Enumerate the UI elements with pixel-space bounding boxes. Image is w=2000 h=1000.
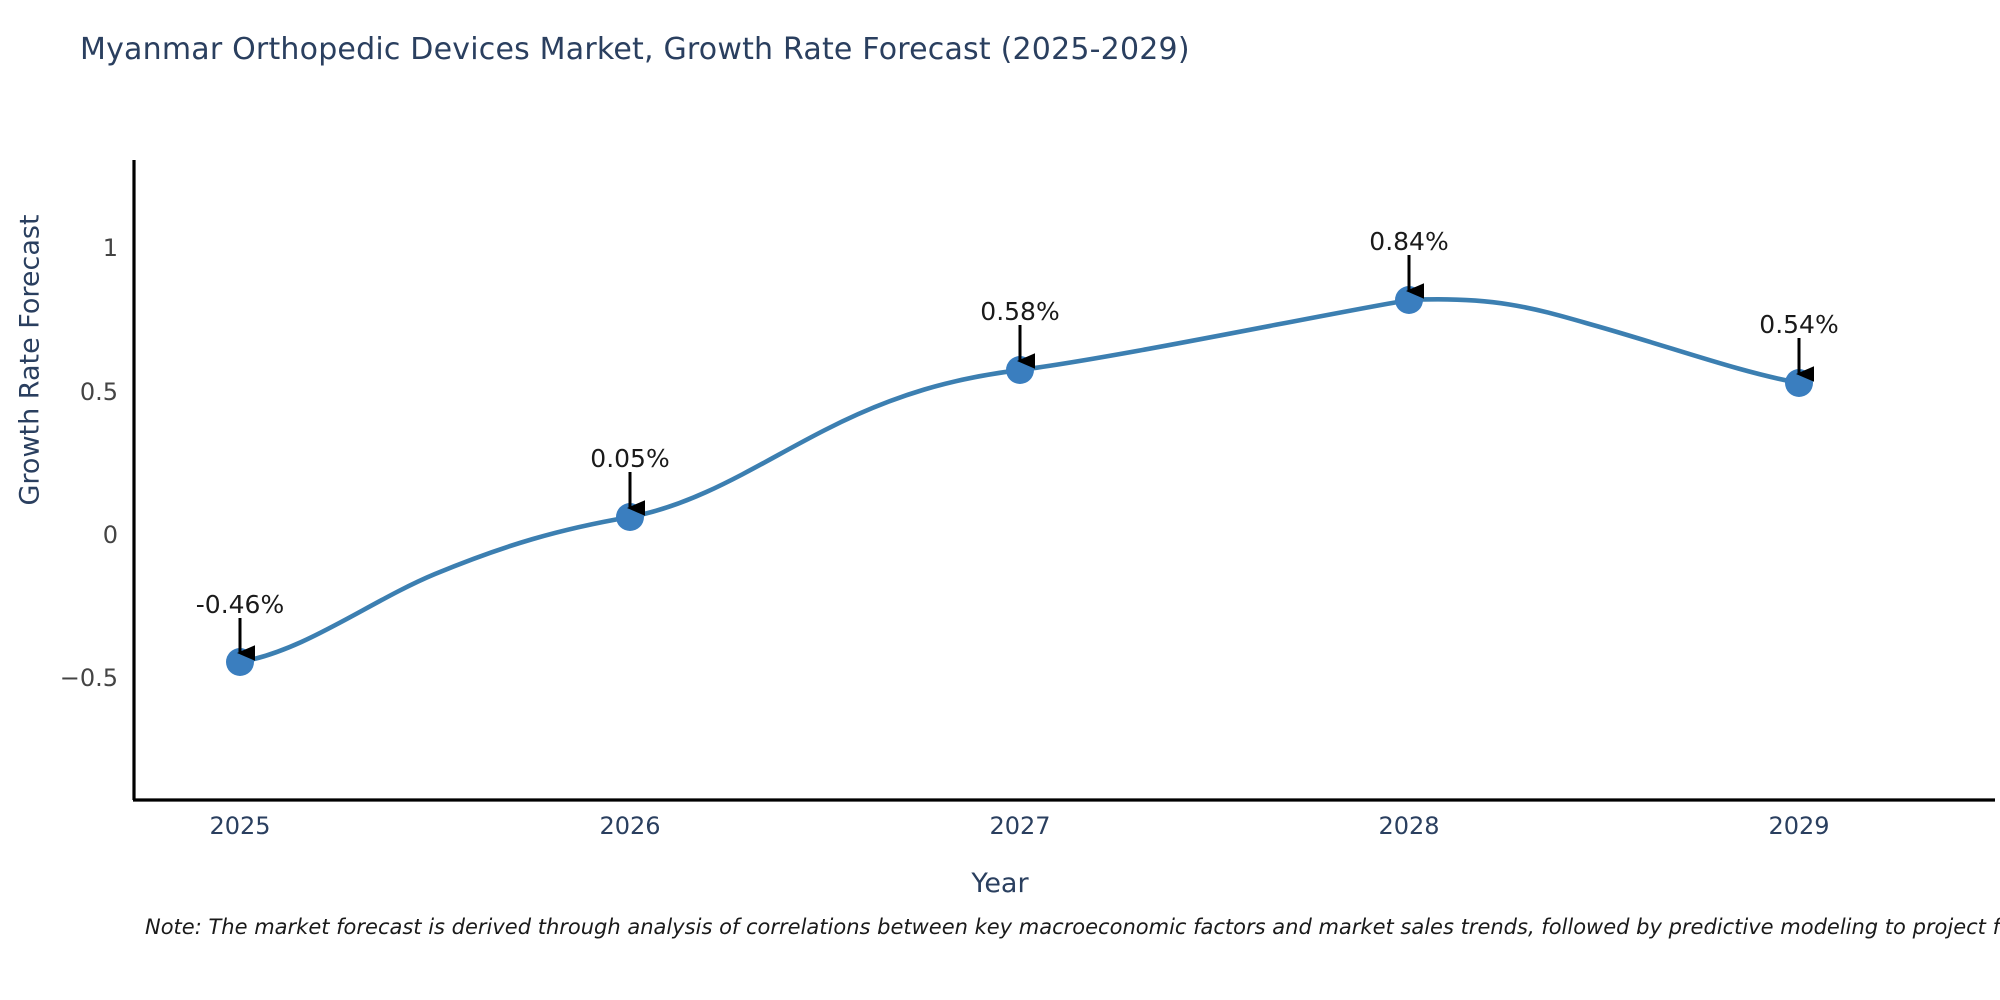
- chart-title: Myanmar Orthopedic Devices Market, Growt…: [80, 32, 1190, 67]
- data-line-growth-rate: [237, 297, 1802, 665]
- annotation-label-2025: -0.46%: [195, 590, 285, 619]
- annotation-label-2029: 0.54%: [1759, 310, 1839, 339]
- x-tick-label-2027: 2027: [989, 812, 1051, 840]
- x-tick-label-2025: 2025: [209, 812, 271, 840]
- x-tick-label-2028: 2028: [1378, 812, 1440, 840]
- y-tick-label-1: 1: [102, 234, 118, 262]
- chart-note: Note: The market forecast is derived thr…: [145, 915, 2000, 939]
- x-axis-title: Year: [971, 868, 1029, 899]
- y-tick-label-0: 0: [102, 521, 118, 549]
- annotation-label-2027: 0.58%: [980, 297, 1060, 326]
- y-tick-label-neg0_5: −0.5: [59, 664, 118, 692]
- x-tick-label-2029: 2029: [1768, 812, 1830, 840]
- y-tick-label-0_5: 0.5: [79, 378, 118, 406]
- x-tick-label-2026: 2026: [599, 812, 661, 840]
- annotation-label-2028: 0.84%: [1369, 227, 1449, 256]
- annotation-label-2026: 0.05%: [590, 444, 670, 473]
